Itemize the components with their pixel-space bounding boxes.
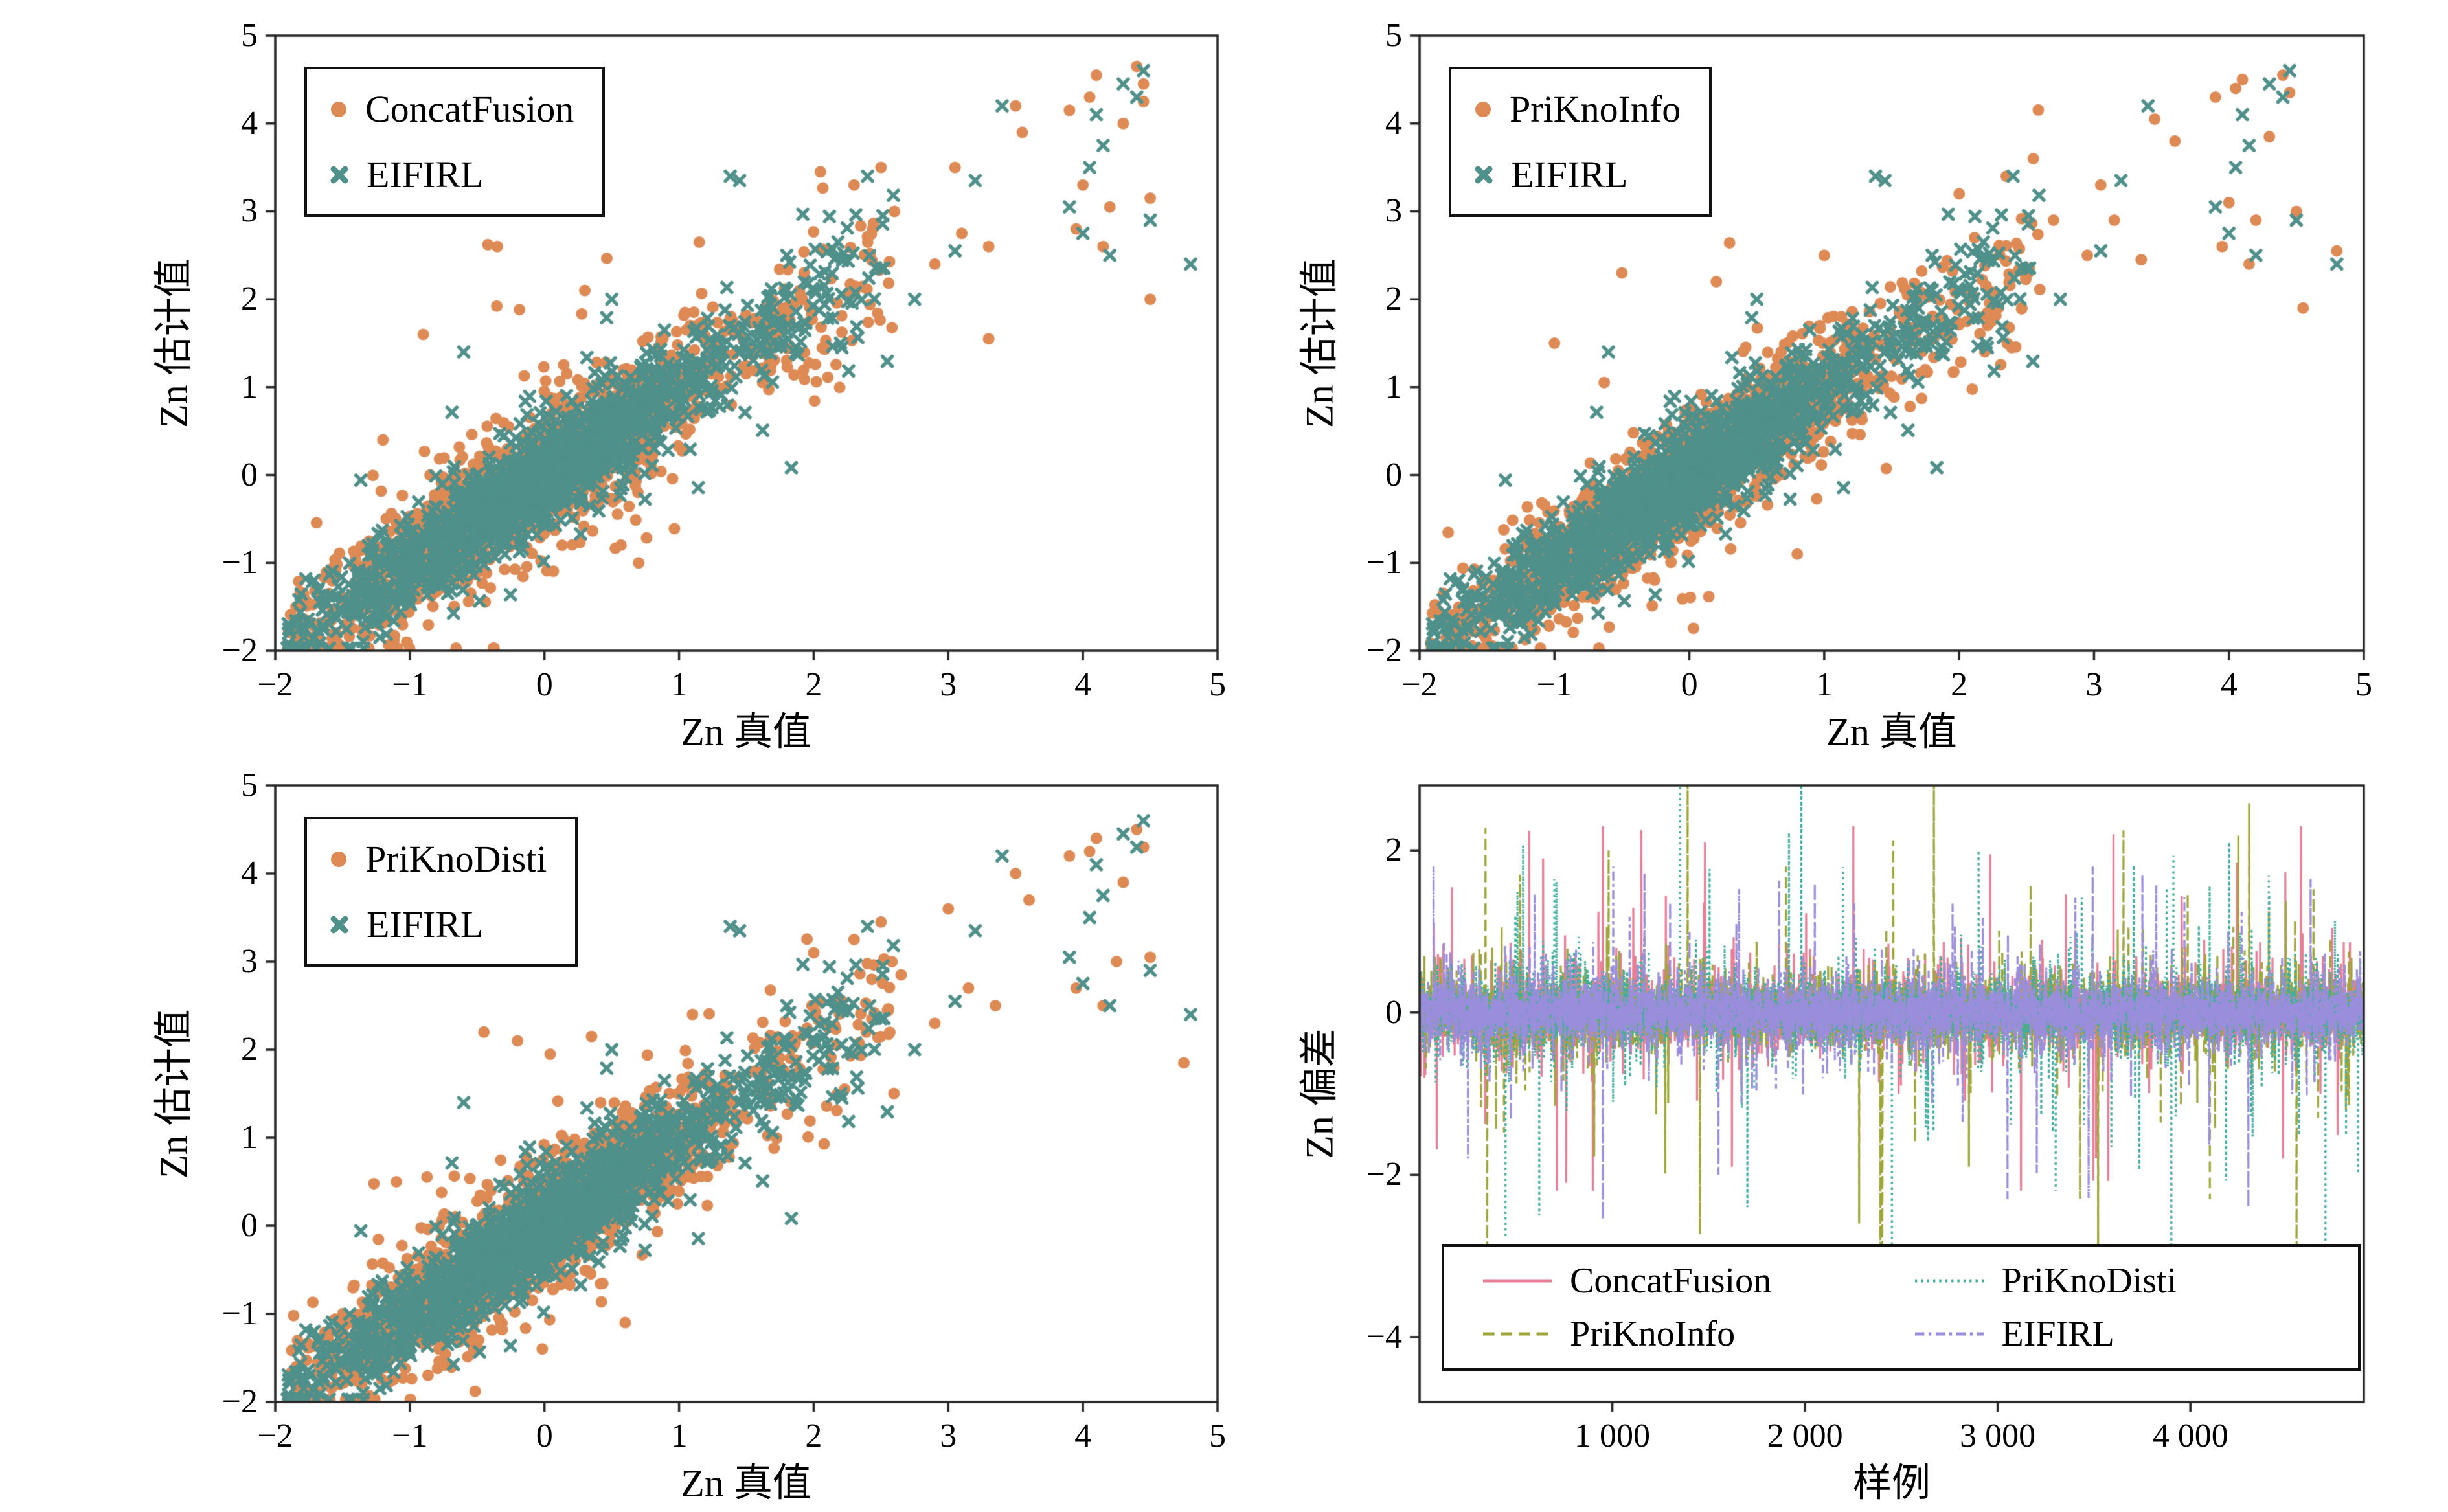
x-tick-label: 4	[1074, 666, 1092, 703]
line-sample-icon	[1914, 1277, 1985, 1285]
x-tick-label: 4	[2220, 666, 2238, 703]
x-tick-label: 4 000	[2152, 1417, 2228, 1454]
x-tick-label: −2	[257, 1417, 293, 1454]
legend-entry: PriKnoInfo	[1482, 1313, 1914, 1355]
legend-label: PriKnoDisti	[365, 838, 547, 880]
x-tick-label: 3 000	[1960, 1417, 2036, 1454]
x-tick-label: −2	[257, 666, 293, 703]
xlabel-bottom-right: 样例	[1853, 1461, 1931, 1505]
x-tick-label: 5	[1209, 1417, 1226, 1454]
legend-label: EIFIRL	[2001, 1314, 2114, 1354]
legend-top-left: ConcatFusion EIFIRL	[304, 67, 606, 217]
y-tick-label: 2	[241, 1031, 258, 1068]
ylabel-bottom-right: Zn 偏差	[1298, 1028, 1341, 1159]
legend-top-right: PriKnoInfo EIFIRL	[1449, 67, 1712, 217]
legend-bottom-left: PriKnoDisti EIFIRL	[304, 817, 578, 967]
y-tick-label: −4	[1366, 1318, 1402, 1355]
y-tick-label: 4	[241, 855, 258, 892]
y-tick-label: −2	[1366, 632, 1402, 669]
y-tick-label: 5	[241, 17, 258, 54]
ylabel-top-right: Zn 估计值	[1298, 258, 1341, 428]
legend-entry: PriKnoDisti	[329, 837, 547, 881]
y-tick-label: 4	[241, 104, 258, 142]
legend-label: ConcatFusion	[365, 88, 574, 130]
legend-label: ConcatFusion	[1570, 1261, 1772, 1301]
y-tick-label: −2	[221, 1383, 258, 1420]
x-tick-label: 1 000	[1574, 1417, 1651, 1454]
line-sample-icon	[1914, 1330, 1985, 1338]
legend-label: PriKnoDisti	[2001, 1261, 2177, 1301]
x-tick-label: 1	[1815, 666, 1833, 703]
y-tick-label: 2	[1385, 280, 1402, 318]
x-tick-label: 5	[2355, 666, 2372, 703]
x-tick-label: 1	[670, 1417, 688, 1454]
y-tick-label: 5	[241, 767, 258, 804]
y-tick-label: −1	[221, 1295, 258, 1332]
legend-label: PriKnoInfo	[1510, 88, 1681, 130]
y-tick-label: 5	[1385, 17, 1402, 54]
legend-entry: PriKnoInfo	[1473, 87, 1681, 131]
y-tick-label: −1	[1366, 544, 1402, 581]
y-tick-label: 0	[1385, 456, 1402, 493]
y-tick-label: 3	[241, 192, 258, 230]
circle-marker-icon	[329, 100, 348, 119]
x-tick-label: 1	[670, 666, 688, 703]
x-tick-label: −1	[1536, 666, 1572, 703]
x-tick-label: 2	[805, 1417, 822, 1454]
x-tick-label: 4	[1074, 1417, 1092, 1454]
y-tick-label: 0	[1385, 993, 1402, 1031]
x-tick-label: 0	[1681, 666, 1698, 703]
y-tick-label: 2	[1385, 831, 1402, 869]
x-tick-label: 3	[940, 666, 957, 703]
x-tick-label: 3	[940, 1417, 957, 1454]
y-tick-label: 3	[1385, 192, 1402, 230]
y-tick-label: 1	[1385, 368, 1402, 405]
x-tick-label: 0	[536, 1417, 553, 1454]
x-tick-label: 2	[1951, 666, 1968, 703]
x-marker-icon	[329, 914, 350, 935]
y-tick-label: 1	[241, 368, 258, 405]
y-tick-label: −2	[221, 632, 258, 669]
x-tick-label: 2	[805, 666, 822, 703]
circle-marker-icon	[329, 850, 348, 869]
line-sample-icon	[1482, 1330, 1553, 1338]
legend-label: PriKnoInfo	[1570, 1314, 1736, 1354]
x-marker-icon	[329, 164, 350, 185]
xlabel-bottom-left: Zn 真值	[681, 1461, 811, 1505]
y-tick-label: −1	[221, 544, 258, 581]
y-tick-label: 0	[241, 1207, 258, 1244]
legend-entry: PriKnoDisti	[1914, 1260, 2346, 1302]
ylabel-bottom-left: Zn 估计值	[152, 1009, 196, 1179]
x-tick-label: −2	[1401, 666, 1438, 703]
legend-entry: EIFIRL	[1473, 153, 1681, 196]
line-sample-icon	[1482, 1277, 1553, 1285]
x-tick-label: 0	[536, 666, 553, 703]
legend-entry: EIFIRL	[329, 153, 574, 196]
y-tick-label: 4	[1385, 104, 1402, 142]
ylabel-top-left: Zn 估计值	[152, 258, 196, 428]
y-tick-label: 1	[241, 1119, 258, 1156]
legend-label: EIFIRL	[367, 153, 484, 196]
y-tick-label: 2	[241, 280, 258, 318]
y-tick-label: −2	[1366, 1156, 1402, 1193]
x-tick-label: −1	[392, 1417, 428, 1454]
x-tick-label: 5	[1209, 666, 1226, 703]
legend-entry: ConcatFusion	[1482, 1260, 1914, 1302]
xlabel-top-left: Zn 真值	[681, 710, 811, 754]
x-marker-icon	[1473, 164, 1494, 185]
legend-label: EIFIRL	[367, 903, 484, 945]
y-tick-label: 0	[241, 456, 258, 493]
circle-marker-icon	[1473, 100, 1493, 119]
xlabel-top-right: Zn 真值	[1826, 710, 1957, 754]
legend-entry: EIFIRL	[329, 903, 547, 946]
y-tick-label: 3	[241, 943, 258, 980]
legend-entry: EIFIRL	[1914, 1313, 2346, 1355]
legend-label: EIFIRL	[1511, 153, 1628, 196]
x-tick-label: 3	[2085, 666, 2103, 703]
x-tick-label: 2 000	[1767, 1417, 1843, 1454]
legend-entry: ConcatFusion	[329, 87, 574, 131]
x-tick-label: −1	[392, 666, 428, 703]
legend-bottom-right: ConcatFusion PriKnoDisti PriKnoInfo EIFIRL	[1442, 1244, 2361, 1371]
